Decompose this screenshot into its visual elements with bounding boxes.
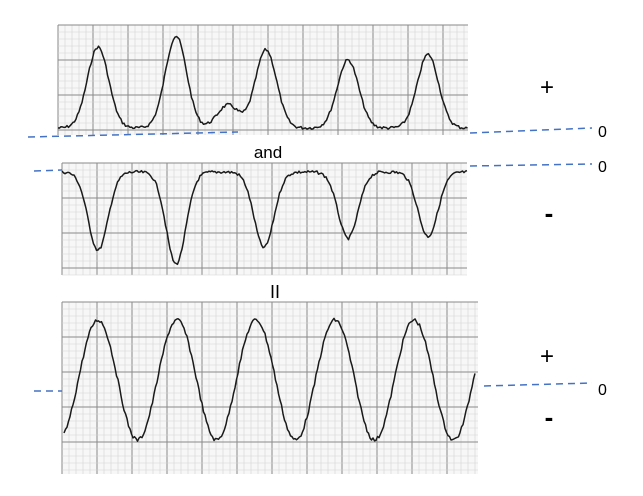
zero-line-bottom-right — [483, 382, 593, 387]
negative-half-trace — [61, 169, 468, 266]
plus-label-top: + — [540, 74, 554, 101]
and-label: and — [254, 143, 282, 162]
plus-label-bottom: + — [540, 343, 554, 370]
minus-label-middle: - — [545, 198, 554, 228]
zero-line-middle-left — [33, 169, 63, 172]
positive-half-panel — [57, 24, 468, 135]
combined-trace — [63, 317, 476, 442]
zero-line-top-right — [469, 127, 593, 134]
zero-label-bottom: 0 — [598, 382, 607, 399]
zero-label-top-2: 0 — [598, 159, 607, 176]
negative-half-panel — [61, 162, 468, 276]
zero-line-middle-right — [469, 163, 593, 167]
positive-half-paper — [58, 25, 468, 135]
combined-panel — [61, 301, 478, 474]
zero-label-top-1: 0 — [598, 124, 607, 141]
equals-label: II — [270, 282, 280, 302]
combined-paper — [62, 302, 478, 474]
positive-half-trace — [57, 35, 468, 130]
minus-label-bottom: - — [545, 402, 554, 432]
